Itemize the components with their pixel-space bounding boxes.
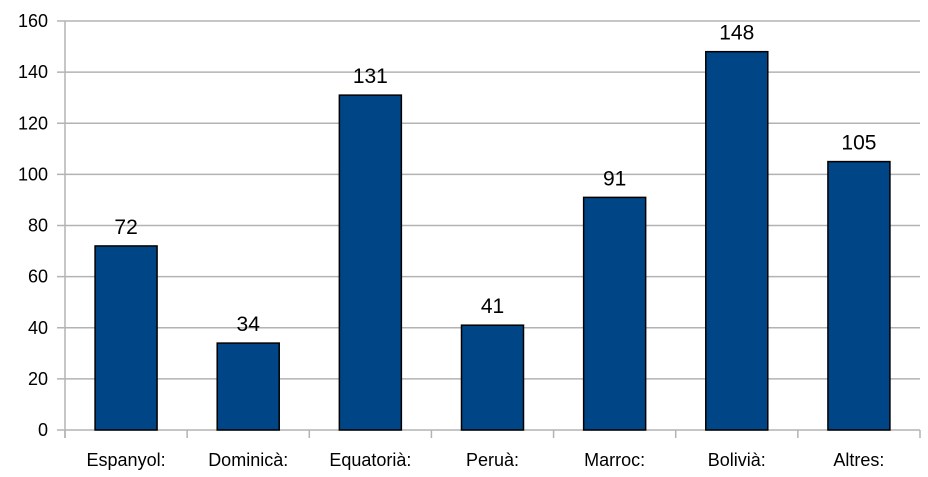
axes: [57, 20, 921, 438]
gridlines: [65, 20, 920, 380]
x-tick-label: Altres:: [833, 450, 884, 470]
bar: [216, 342, 280, 431]
data-label: 72: [114, 216, 137, 239]
x-tick-label: Peruà:: [466, 450, 519, 470]
y-tick-labels: 0 20 40 60 80 100 120 140 160: [18, 11, 48, 440]
data-label: 148: [719, 22, 754, 45]
bar: [94, 245, 158, 431]
data-label: 41: [481, 295, 504, 318]
data-label: 34: [237, 313, 261, 336]
bars: [94, 50, 891, 431]
bar: [582, 196, 647, 431]
y-tick-label: 140: [18, 62, 48, 82]
x-tick-label: Equatorià:: [329, 450, 411, 470]
data-label: 131: [353, 65, 388, 88]
bar: [827, 160, 891, 431]
y-tick-label: 20: [28, 369, 48, 389]
data-labels: 72 34 131 41 91 148 105: [114, 22, 876, 336]
data-label: 105: [841, 132, 876, 155]
x-tick-label: Dominicà:: [208, 450, 288, 470]
bar: [338, 94, 403, 431]
bar: [705, 50, 769, 431]
y-tick-label: 40: [28, 318, 48, 338]
y-tick-label: 60: [28, 267, 48, 287]
data-label: 91: [603, 167, 626, 190]
y-tick-label: 120: [18, 113, 48, 133]
bar: [460, 324, 525, 431]
x-tick-labels: Espanyol: Dominicà: Equatorià: Peruà: Marroc…: [87, 450, 885, 470]
y-tick-label: 100: [18, 164, 48, 184]
y-tick-label: 160: [18, 11, 48, 31]
x-tick-label: Marroc:: [584, 450, 645, 470]
y-tick-label: 80: [28, 216, 48, 236]
y-tick-label: 0: [38, 420, 48, 440]
x-tick-label: Bolivià:: [708, 450, 766, 470]
x-tick-label: Espanyol:: [87, 450, 166, 470]
